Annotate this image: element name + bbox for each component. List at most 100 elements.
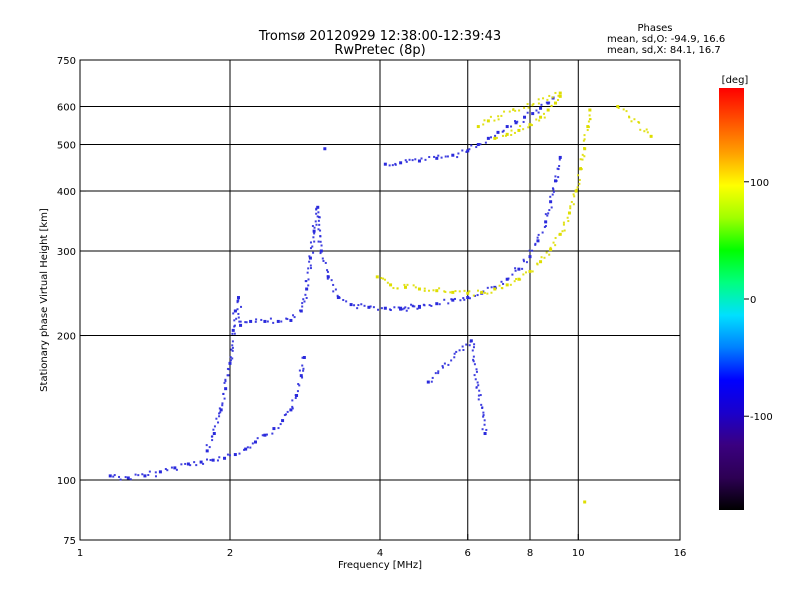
data-point-trace — [113, 474, 116, 477]
data-point-trace — [472, 360, 475, 363]
data-point-trace — [463, 298, 466, 301]
data-point-trace — [231, 357, 234, 360]
data-point — [316, 205, 320, 209]
data-point-trace — [202, 462, 205, 465]
data-point-trace — [458, 349, 461, 352]
data-point-trace — [475, 386, 478, 389]
data-point — [493, 285, 497, 289]
data-point-trace — [219, 411, 222, 414]
data-point-trace — [228, 454, 231, 457]
data-point-trace — [507, 277, 510, 280]
data-point-trace — [404, 306, 407, 309]
data-point-trace — [313, 226, 316, 229]
data-point — [553, 101, 557, 105]
data-point-trace — [501, 134, 504, 137]
data-point-trace — [558, 165, 561, 168]
data-point-trace — [137, 474, 140, 477]
data-point-trace — [534, 243, 537, 246]
data-point-trace — [238, 452, 241, 455]
data-point-trace — [432, 289, 435, 292]
data-point-trace — [544, 225, 547, 228]
data-point-trace — [518, 109, 521, 112]
data-point — [466, 291, 470, 295]
x-tick-label: 2 — [227, 548, 233, 559]
data-point-trace — [239, 320, 242, 323]
data-point — [546, 108, 550, 112]
data-point-trace — [141, 473, 144, 476]
data-point-trace — [336, 294, 339, 297]
data-point-trace — [394, 163, 397, 166]
data-point-trace — [403, 283, 406, 286]
data-point-trace — [566, 216, 569, 219]
x-tick-label: 6 — [465, 548, 471, 559]
data-point-trace — [237, 312, 240, 315]
data-point-trace — [578, 182, 581, 185]
data-point-trace — [617, 106, 620, 109]
data-point-trace — [428, 289, 431, 292]
data-point-trace — [229, 356, 232, 359]
data-point — [389, 283, 393, 287]
data-point-trace — [414, 286, 417, 289]
data-point-trace — [550, 104, 553, 107]
data-point-trace — [148, 470, 151, 473]
data-point-trace — [440, 156, 443, 159]
data-point-trace — [461, 345, 464, 348]
data-point-trace — [522, 120, 525, 123]
data-point-trace — [503, 110, 506, 113]
data-point-trace — [221, 402, 224, 405]
data-point-trace — [535, 109, 538, 112]
data-point-trace — [443, 362, 446, 365]
data-point-trace — [477, 384, 480, 387]
data-point-trace — [531, 124, 534, 127]
data-point-trace — [438, 303, 441, 306]
data-point-trace — [209, 459, 212, 462]
data-point-trace — [548, 253, 551, 256]
data-point-trace — [301, 356, 304, 359]
data-point-trace — [170, 466, 173, 469]
x-tick-label: 16 — [674, 548, 687, 559]
data-point-trace — [305, 296, 308, 299]
data-point-trace — [473, 363, 476, 366]
data-point-trace — [401, 308, 404, 311]
data-point-trace — [522, 128, 525, 131]
data-point — [426, 380, 430, 384]
data-point-trace — [581, 158, 584, 161]
data-point — [308, 256, 312, 260]
data-point — [263, 433, 267, 437]
data-point-trace — [342, 299, 345, 302]
data-point — [558, 155, 562, 159]
x-axis-label: Frequency [MHz] — [338, 560, 422, 571]
data-point-trace — [443, 298, 446, 301]
data-point-trace — [522, 260, 525, 263]
data-point-trace — [473, 343, 476, 346]
data-point — [336, 296, 340, 300]
data-point-trace — [577, 174, 580, 177]
data-point-trace — [301, 305, 304, 308]
data-point-trace — [441, 365, 444, 368]
data-point-trace — [578, 178, 581, 181]
data-point-trace — [582, 139, 585, 142]
data-point-trace — [462, 348, 465, 351]
chart-title: Tromsø 20120929 12:38:00-12:39:43 — [258, 29, 501, 44]
data-point — [435, 289, 439, 293]
data-point-trace — [312, 236, 315, 239]
data-point-trace — [470, 144, 473, 147]
data-point — [236, 296, 240, 300]
data-point-trace — [476, 381, 479, 384]
data-point-trace — [562, 221, 565, 224]
data-point-trace — [256, 437, 259, 440]
data-point-trace — [625, 110, 628, 113]
data-point-trace — [543, 256, 546, 259]
data-point — [486, 136, 490, 140]
data-point-trace — [308, 260, 311, 263]
data-point — [466, 296, 470, 300]
colorbar-gradient — [719, 88, 744, 510]
data-point-trace — [643, 130, 646, 133]
data-point-trace — [175, 468, 178, 471]
data-point-trace — [316, 215, 319, 218]
data-point-trace — [233, 324, 236, 327]
data-point-trace — [326, 270, 329, 273]
data-point-trace — [483, 119, 486, 122]
data-point-trace — [472, 358, 475, 361]
y-tick-label: 600 — [57, 103, 76, 114]
